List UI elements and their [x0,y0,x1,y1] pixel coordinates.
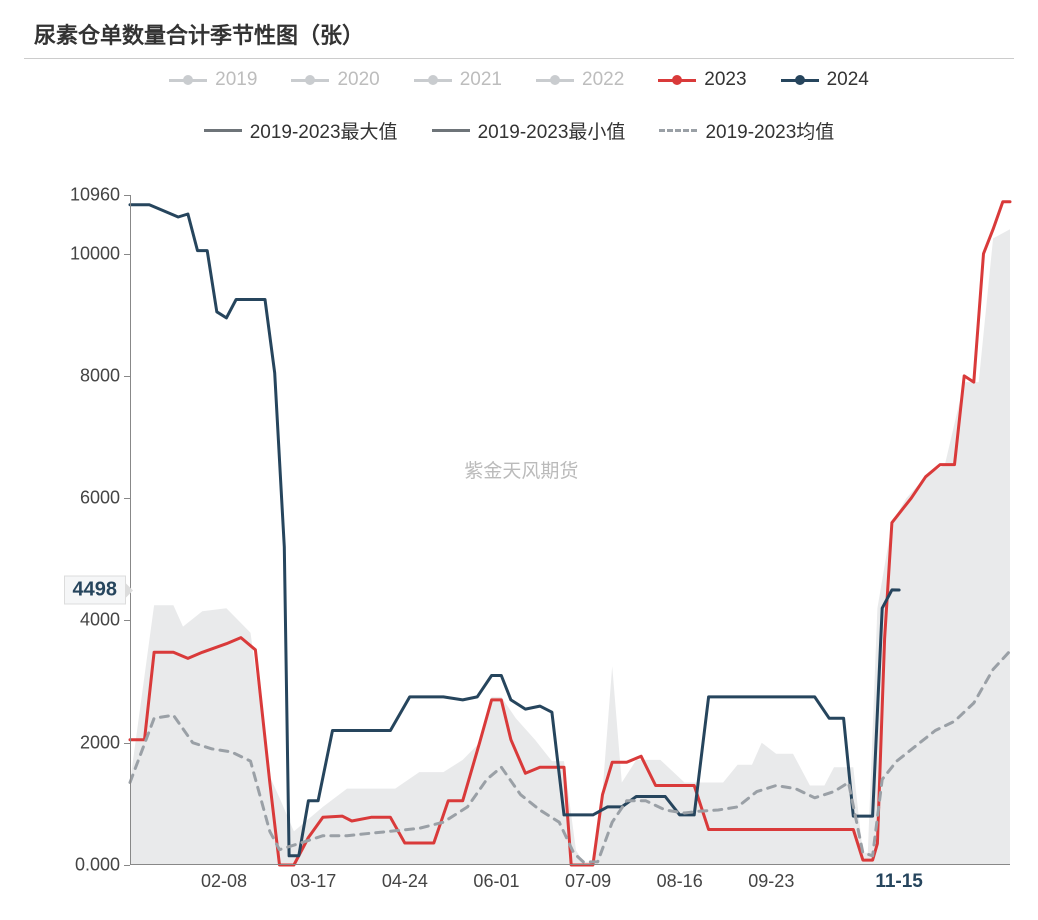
legend-item[interactable]: 2022 [536,69,624,91]
legend-marker [432,129,470,132]
legend-label: 2019-2023最小值 [478,117,626,144]
legend-item[interactable]: 2024 [781,69,869,91]
legend-marker [536,79,574,82]
y-tick [124,254,130,255]
plot-area: 紫金天风期货 0.0002000400060008000100001096002… [130,195,1010,865]
y-tick-label: 10000 [70,243,120,264]
x-tick-label: 02-08 [201,871,247,892]
x-tick-label: 08-16 [657,871,703,892]
legend-marker [659,129,697,132]
legend-marker [291,79,329,82]
x-highlight-label: 11-15 [875,871,923,893]
legend-item[interactable]: 2023 [658,69,746,91]
x-tick-label: 04-24 [382,871,428,892]
y-tick [124,195,130,196]
y-tick-label: 10960 [70,185,120,206]
legend-label: 2019-2023最大值 [250,117,398,144]
legend-label: 2019-2023均值 [705,117,834,144]
y-tick-label: 2000 [80,732,120,753]
legend-label: 2019 [215,69,257,91]
legend: 2019 2020 2021 2022 2023 2024 2019-2023最大值 2019… [0,59,1038,150]
legend-item[interactable]: 2020 [291,69,379,91]
x-tick-label: 06-01 [473,871,519,892]
y-tick-label: 0.000 [75,855,120,876]
legend-label: 2022 [582,69,624,91]
y-tick-label: 4000 [80,610,120,631]
y-tick [124,743,130,744]
y-tick [124,865,130,866]
x-tick-label: 07-09 [565,871,611,892]
legend-marker [658,79,696,82]
y-tick [124,620,130,621]
y-tick [124,498,130,499]
legend-item[interactable]: 2021 [414,69,502,91]
legend-label: 2024 [827,69,869,91]
legend-item[interactable]: 2019 [169,69,257,91]
legend-marker [781,79,819,82]
y-highlight-badge: 4498 [64,576,127,605]
legend-marker [169,79,207,82]
legend-label: 2020 [337,69,379,91]
y-tick-label: 6000 [80,488,120,509]
legend-item[interactable]: 2019-2023最小值 [432,117,626,144]
x-tick-label: 03-17 [290,871,336,892]
axes-border [130,195,1010,865]
legend-marker [414,79,452,82]
y-tick [124,376,130,377]
legend-marker [204,129,242,132]
legend-item[interactable]: 2019-2023最大值 [204,117,398,144]
legend-label: 2023 [704,69,746,91]
legend-item[interactable]: 2019-2023均值 [659,117,834,144]
chart-title: 尿素仓单数量合计季节性图（张） [0,0,1038,58]
legend-label: 2021 [460,69,502,91]
x-tick-label: 09-23 [748,871,794,892]
y-tick-label: 8000 [80,365,120,386]
